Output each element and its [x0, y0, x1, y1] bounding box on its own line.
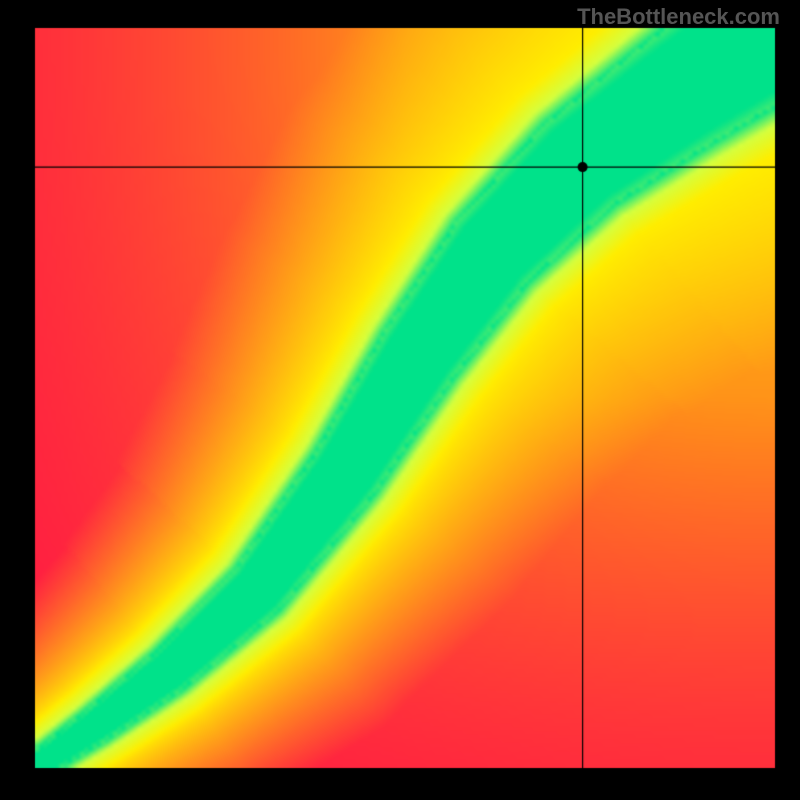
chart-container: TheBottleneck.com — [0, 0, 800, 800]
watermark-text: TheBottleneck.com — [577, 4, 780, 30]
bottleneck-heatmap — [0, 0, 800, 800]
